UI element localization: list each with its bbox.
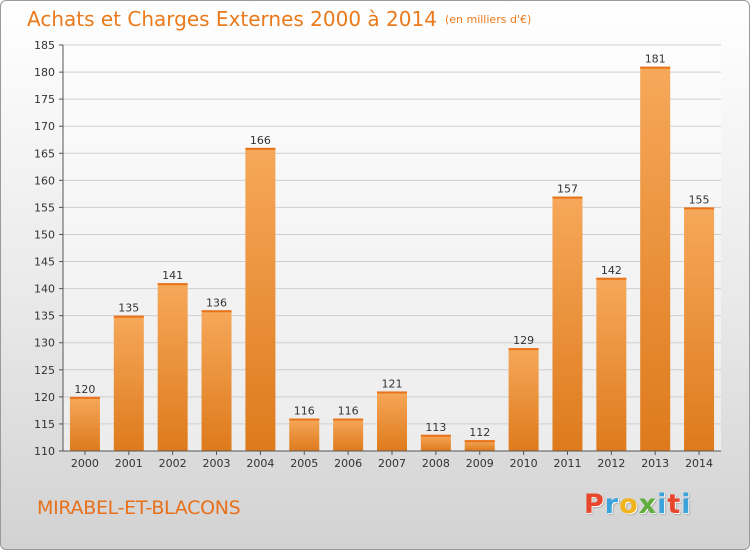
x-tick-label: 2005: [290, 457, 318, 470]
y-tick-label: 145: [34, 256, 55, 269]
y-tick-label: 155: [34, 201, 55, 214]
logo-letter: o: [619, 489, 639, 520]
x-tick-label: 2003: [203, 457, 231, 470]
bar-value-label: 120: [74, 383, 95, 396]
bar-value-label: 155: [689, 193, 710, 206]
y-tick-label: 110: [34, 445, 55, 458]
bar-top-edge: [552, 196, 583, 199]
bar-value-label: 166: [250, 134, 271, 147]
bar-top-edge: [640, 66, 671, 69]
chart-title: Achats et Charges Externes 2000 à 2014 (e…: [27, 7, 531, 31]
bar-value-label: 157: [557, 183, 578, 196]
y-tick-label: 140: [34, 283, 55, 296]
x-tick-label: 2006: [334, 457, 362, 470]
bar-top-edge: [245, 147, 276, 150]
bar-value-label: 142: [601, 264, 622, 277]
bar-2014: [684, 207, 715, 451]
bar-2005: [289, 418, 320, 451]
y-tick-label: 175: [34, 93, 55, 106]
x-tick-label: 2002: [159, 457, 187, 470]
bar-value-label: 136: [206, 296, 227, 309]
chart-subtitle: (en milliers d'€): [444, 13, 532, 26]
x-tick-label: 2007: [378, 457, 406, 470]
x-tick-label: 2008: [422, 457, 450, 470]
bar-value-label: 121: [382, 377, 403, 390]
y-tick-label: 165: [34, 147, 55, 160]
x-tick-label: 2004: [246, 457, 274, 470]
bar-value-label: 116: [294, 405, 315, 418]
x-tick-label: 2014: [685, 457, 713, 470]
x-tick-label: 2013: [641, 457, 669, 470]
bars-group: 120 135 141 136 166 116 116 121 113 112 129 157 142 1…: [69, 53, 715, 452]
y-tick-label: 120: [34, 391, 55, 404]
logo-letter: t: [667, 489, 682, 520]
bar-top-edge: [201, 310, 232, 313]
x-axis: 2000 2001 2002 2003 2004 2005 2006 2007 2008 2009…: [63, 450, 721, 470]
bar-2008: [420, 434, 451, 451]
bar-2006: [333, 418, 364, 451]
bar-2003: [201, 310, 232, 451]
bar-2002: [157, 283, 188, 451]
bar-2007: [377, 391, 407, 451]
bar-2012: [596, 277, 627, 451]
bar-top-edge: [289, 418, 320, 421]
x-tick-label: 2001: [115, 457, 143, 470]
bar-top-edge: [596, 277, 627, 280]
y-tick-label: 185: [34, 39, 55, 52]
bar-2013: [640, 66, 671, 452]
bar-value-label: 135: [118, 302, 139, 315]
bar-top-edge: [377, 391, 407, 394]
y-tick-label: 170: [34, 120, 55, 133]
bar-value-label: 112: [469, 426, 490, 439]
chart-title-text: Achats et Charges Externes 2000 à 2014: [27, 7, 437, 31]
commune-name: MIRABEL-ET-BLACONS: [37, 497, 241, 519]
bar-2011: [552, 196, 583, 451]
logo-letter: x: [638, 489, 658, 520]
y-tick-label: 115: [34, 418, 55, 431]
bar-top-edge: [508, 348, 539, 351]
logo-letter: i: [681, 489, 692, 520]
x-tick-label: 2012: [597, 457, 625, 470]
bar-top-edge: [464, 440, 495, 443]
bar-value-label: 141: [162, 269, 183, 282]
x-tick-label: 2011: [553, 457, 581, 470]
y-tick-label: 130: [34, 337, 55, 350]
bar-2010: [508, 348, 539, 451]
bar-top-edge: [420, 434, 451, 437]
logo-letter: r: [604, 489, 620, 520]
bar-top-edge: [684, 207, 715, 210]
x-tick-label: 2009: [466, 457, 494, 470]
bar-value-label: 113: [425, 421, 446, 434]
x-tick-label: 2000: [71, 457, 99, 470]
bar-value-label: 181: [645, 53, 666, 66]
bar-value-label: 116: [338, 405, 359, 418]
proxiti-logo[interactable]: Proxiti: [584, 489, 692, 520]
y-tick-label: 150: [34, 228, 55, 241]
bar-value-label: 129: [513, 334, 534, 347]
bar-2000: [69, 396, 100, 451]
y-tick-label: 180: [34, 66, 55, 79]
y-tick-label: 160: [34, 174, 55, 187]
bar-2001: [113, 315, 144, 451]
bar-top-edge: [157, 283, 188, 286]
y-tick-label: 125: [34, 364, 55, 377]
logo-letter: i: [657, 489, 668, 520]
x-tick-label: 2010: [510, 457, 538, 470]
bar-2004: [245, 147, 276, 451]
bar-2009: [464, 440, 495, 451]
y-tick-label: 135: [34, 310, 55, 323]
logo-letter: P: [584, 489, 605, 520]
bar-top-edge: [113, 315, 144, 318]
y-axis: 110 115 120 125 130 135 140 145 150 155 160 165 170 1…: [34, 39, 64, 458]
bar-top-edge: [333, 418, 364, 421]
bar-top-edge: [69, 396, 100, 399]
